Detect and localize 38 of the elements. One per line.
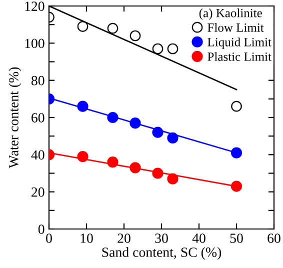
point — [167, 173, 178, 184]
point — [107, 156, 118, 168]
point — [77, 150, 88, 162]
y-tick-label: 0 — [38, 224, 44, 234]
y-tick-label: 60 — [32, 113, 44, 122]
point — [230, 147, 242, 158]
point — [152, 43, 164, 54]
legend-label: Plastic Limit — [208, 52, 272, 61]
x-tick-label: 30 — [155, 234, 168, 243]
point — [152, 168, 164, 179]
point — [231, 100, 242, 112]
point — [77, 100, 88, 112]
legend-title: (a) Kaolinite — [199, 8, 262, 20]
y-tick-label: 20 — [32, 187, 44, 197]
point — [130, 118, 141, 129]
x-tick-label: 0 — [46, 234, 52, 243]
point — [130, 30, 141, 42]
point — [152, 126, 164, 138]
point — [107, 22, 118, 34]
x-tick-label: 60 — [268, 234, 280, 243]
point — [130, 162, 141, 174]
y-tick-label: 80 — [31, 76, 44, 86]
point — [107, 112, 118, 124]
y-axis-title: Water content (%) — [8, 67, 22, 168]
y-tick-label: 100 — [25, 38, 44, 48]
x-tick-label: 40 — [192, 234, 206, 243]
point — [230, 180, 242, 192]
y-tick-label: 40 — [31, 150, 44, 160]
y-tick-label: 120 — [25, 2, 44, 11]
legend-label: Flow Limit — [208, 23, 264, 32]
x-axis-title: Sand content, SC (%) — [102, 247, 222, 260]
point — [167, 132, 178, 144]
point — [167, 43, 178, 54]
point — [77, 21, 88, 32]
x-tick-label: 50 — [230, 234, 243, 243]
legend-label: Liquid Limit — [208, 38, 272, 49]
x-tick-label: 20 — [118, 234, 130, 243]
x-tick-label: 10 — [80, 234, 93, 243]
